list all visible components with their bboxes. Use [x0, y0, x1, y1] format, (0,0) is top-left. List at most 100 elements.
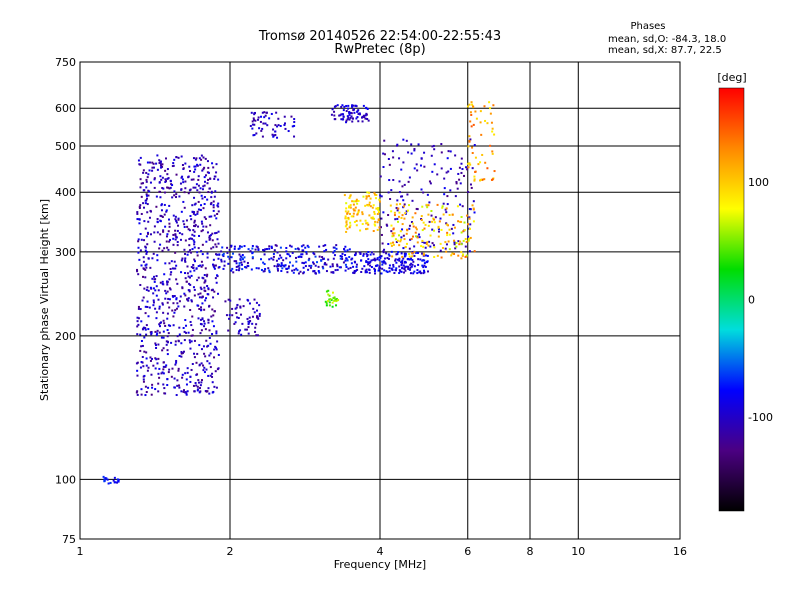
data-point [268, 247, 271, 250]
data-point [212, 390, 215, 393]
data-point [163, 203, 166, 206]
data-point [166, 378, 169, 381]
data-point [251, 123, 254, 126]
data-point [388, 163, 391, 166]
data-point [137, 159, 140, 162]
data-point [300, 245, 303, 248]
data-point [156, 329, 159, 332]
data-point [258, 127, 261, 130]
data-point [403, 203, 406, 206]
data-point [449, 189, 452, 192]
data-point [190, 178, 193, 181]
data-point [138, 205, 141, 208]
data-point [197, 175, 200, 178]
data-point [401, 228, 404, 231]
data-point [365, 228, 368, 231]
data-point [150, 332, 153, 335]
data-point [251, 257, 254, 260]
data-point [255, 334, 258, 337]
data-point [182, 181, 185, 184]
data-point [477, 163, 480, 166]
data-point [333, 110, 336, 113]
data-point [243, 256, 246, 259]
data-point [398, 191, 401, 194]
data-point [168, 287, 171, 290]
data-point [274, 124, 277, 127]
data-point [197, 317, 200, 320]
data-point [312, 262, 315, 265]
data-point [413, 149, 416, 152]
data-point [403, 238, 406, 241]
data-point [214, 243, 217, 246]
data-point [209, 237, 212, 240]
data-point [257, 116, 260, 119]
data-point [251, 322, 254, 325]
data-point [206, 252, 209, 255]
data-point [468, 227, 471, 230]
data-point [222, 267, 225, 270]
data-point [467, 235, 470, 238]
data-point [149, 209, 152, 212]
data-point [201, 222, 204, 225]
data-point [216, 238, 219, 241]
data-point [390, 230, 393, 233]
data-point [353, 111, 356, 114]
data-point [145, 250, 148, 253]
data-point [362, 253, 365, 256]
data-point [248, 302, 251, 305]
data-point [159, 219, 162, 222]
data-point [197, 208, 200, 211]
data-point [167, 218, 170, 221]
data-point [154, 307, 157, 310]
colorbar-tick-label: -100 [748, 411, 773, 424]
data-point [420, 188, 423, 191]
data-point [173, 267, 176, 270]
data-point [323, 263, 326, 266]
data-point [241, 263, 244, 266]
data-point [160, 321, 163, 324]
data-point [161, 349, 164, 352]
data-point [203, 320, 206, 323]
data-point [379, 226, 382, 229]
data-point [459, 182, 462, 185]
data-point [239, 329, 242, 332]
data-point [217, 178, 220, 181]
data-point [327, 258, 330, 261]
data-point [155, 195, 158, 198]
data-point [191, 328, 194, 331]
data-point [381, 242, 384, 245]
data-point [145, 171, 148, 174]
data-point [348, 118, 351, 121]
data-point [387, 214, 390, 217]
data-point [194, 168, 197, 171]
data-point [247, 248, 250, 251]
data-point [367, 263, 370, 266]
data-point [383, 269, 386, 272]
data-point [352, 215, 355, 218]
data-point [458, 243, 461, 246]
data-point [376, 257, 379, 260]
data-point [228, 314, 231, 317]
data-point [175, 156, 178, 159]
data-point [235, 306, 238, 309]
data-point [367, 223, 370, 226]
data-point [265, 248, 268, 251]
data-point [178, 300, 181, 303]
data-point [323, 250, 326, 253]
data-point [346, 249, 349, 252]
data-point [341, 118, 344, 121]
data-point [202, 156, 205, 159]
data-point [345, 217, 348, 220]
data-point [155, 346, 158, 349]
data-point [189, 237, 192, 240]
data-point [190, 324, 193, 327]
data-point [445, 250, 448, 253]
data-point [193, 339, 196, 342]
data-point [422, 221, 425, 224]
data-point [410, 152, 413, 155]
data-point [417, 263, 420, 266]
data-point [140, 345, 143, 348]
data-point [158, 331, 161, 334]
data-point [465, 240, 468, 243]
data-point [174, 234, 177, 237]
